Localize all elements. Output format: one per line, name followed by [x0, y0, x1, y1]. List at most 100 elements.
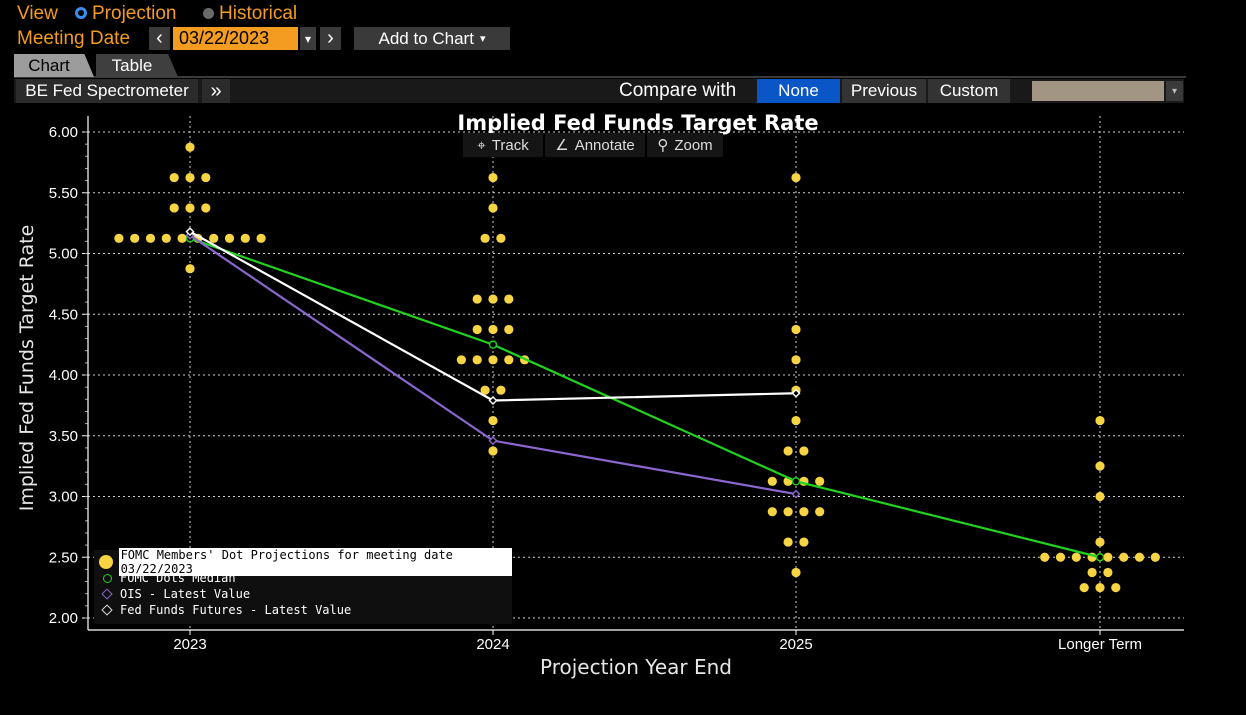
x-tick-label: 2024	[476, 636, 509, 653]
expand-button[interactable]: »	[202, 79, 230, 103]
fomc-dot	[201, 172, 211, 183]
compare-previous-button[interactable]: Previous	[842, 79, 926, 103]
tab-underline	[14, 76, 1186, 78]
fomc-dot	[456, 355, 466, 365]
fomc-dot	[185, 142, 195, 152]
radio-unselected-icon	[203, 7, 214, 19]
pencil-icon: ∠	[555, 137, 569, 154]
fomc-dot	[799, 446, 809, 456]
x-tick-label: 2025	[779, 636, 812, 653]
fomc-dot	[256, 233, 266, 243]
fomc-dot	[791, 567, 801, 578]
fomc-dot	[791, 355, 801, 365]
zoom-tool-button[interactable]: ⚲ Zoom	[647, 133, 723, 157]
fomc-dot	[767, 507, 777, 517]
series-marker	[488, 436, 498, 446]
fomc-dot	[472, 294, 482, 304]
next-date-button[interactable]: ›	[320, 27, 341, 50]
legend-item-ois[interactable]: OIS - Latest Value	[94, 586, 250, 602]
fomc-dot	[791, 324, 801, 335]
prev-date-button[interactable]: ‹	[149, 27, 170, 50]
compare-none-label: None	[778, 81, 819, 100]
compare-custom-label: Custom	[939, 81, 999, 100]
series-marker	[1095, 553, 1105, 562]
y-tick-label: 2.00	[49, 610, 78, 627]
radio-selected-icon	[75, 7, 87, 19]
annotate-tool-button[interactable]: ∠ Annotate	[545, 133, 645, 157]
fomc-dot	[799, 507, 809, 517]
fomc-dot	[783, 507, 793, 517]
chart-legend: FOMC Members' Dot Projections for meetin…	[94, 548, 512, 624]
custom-compare-field[interactable]	[1032, 81, 1164, 101]
fomc-dot	[240, 233, 250, 243]
legend-item-futures[interactable]: Fed Funds Futures - Latest Value	[94, 602, 351, 618]
fomc-dot	[1095, 461, 1105, 471]
meeting-date-label: Meeting Date	[17, 28, 131, 49]
legend-item-median[interactable]: FOMC Dots Median	[94, 570, 236, 586]
fomc-dot	[130, 233, 140, 243]
fomc-dot	[185, 264, 195, 274]
fomc-dot	[1103, 567, 1113, 578]
diamond-marker-icon	[101, 588, 113, 600]
y-tick-label: 4.50	[49, 306, 78, 323]
date-dropdown-button[interactable]: ▾	[300, 27, 316, 50]
diamond-marker-icon	[101, 604, 113, 616]
series-marker	[488, 396, 498, 406]
fomc-dot	[791, 172, 801, 183]
add-to-chart-button[interactable]: Add to Chart ▾	[354, 27, 510, 50]
chevron-left-icon: ‹	[156, 27, 163, 49]
chevron-down-icon: ▾	[1171, 85, 1178, 97]
fomc-dot	[488, 324, 498, 335]
y-tick-label: 4.00	[49, 367, 78, 384]
fomc-dot	[767, 476, 777, 486]
fomc-dot	[504, 355, 514, 365]
fomc-dot	[488, 172, 498, 183]
compare-label: Compare with	[619, 80, 737, 101]
tab-chart[interactable]: Chart	[14, 54, 94, 77]
fomc-dot	[496, 385, 506, 395]
zoom-label: Zoom	[674, 136, 713, 154]
custom-compare-dropdown[interactable]: ▾	[1166, 81, 1183, 101]
tab-table-label: Table	[111, 55, 153, 75]
fomc-dot	[1103, 552, 1113, 562]
fomc-dot	[145, 233, 156, 243]
fomc-dot	[472, 324, 482, 335]
x-axis-title: Projection Year End	[540, 655, 732, 679]
y-tick-label: 3.00	[49, 489, 78, 506]
y-tick-label: 3.50	[49, 428, 78, 445]
fomc-dot	[201, 203, 211, 213]
meeting-date-field[interactable]: 03/22/2023	[173, 27, 298, 50]
y-axis-title: Implied Fed Funds Target Rate	[16, 225, 38, 512]
fomc-dot	[488, 446, 498, 456]
tab-chart-label: Chart	[28, 55, 70, 75]
legend-item-dots[interactable]: FOMC Members' Dot Projections for meetin…	[94, 548, 512, 576]
tab-table[interactable]: Table	[96, 54, 178, 77]
fomc-dot	[1134, 552, 1145, 562]
double-chevron-right-icon: »	[210, 79, 222, 102]
view-option-historical[interactable]: Historical	[203, 3, 297, 25]
fomc-dot	[1119, 552, 1129, 562]
fomc-dot	[488, 294, 498, 304]
y-tick-label: 5.50	[49, 185, 78, 202]
view-option-projection[interactable]: Projection	[75, 3, 177, 25]
y-tick-label: 5.00	[49, 246, 78, 263]
legend-label: Fed Funds Futures - Latest Value	[120, 603, 352, 617]
fomc-dot	[472, 355, 482, 365]
circle-marker-icon	[102, 573, 112, 583]
source-selector[interactable]: BE Fed Spectrometer	[16, 79, 198, 103]
meeting-date-value: 03/22/2023	[179, 28, 270, 48]
track-tool-button[interactable]: ⌖ Track	[463, 133, 543, 157]
fomc-dot	[488, 415, 498, 426]
fomc-dot	[488, 355, 498, 365]
fomc-dot	[1095, 415, 1105, 426]
fomc-dot	[791, 415, 801, 426]
projection-label: Projection	[92, 3, 177, 24]
legend-label: OIS - Latest Value	[120, 587, 251, 601]
compare-custom-button[interactable]: Custom	[928, 79, 1010, 103]
magnifier-icon: ⚲	[657, 137, 669, 154]
fomc-dot	[783, 446, 793, 456]
x-tick-label: Longer Term	[1058, 636, 1142, 653]
compare-none-button[interactable]: None	[757, 79, 840, 103]
y-tick-label: 2.50	[49, 549, 78, 566]
